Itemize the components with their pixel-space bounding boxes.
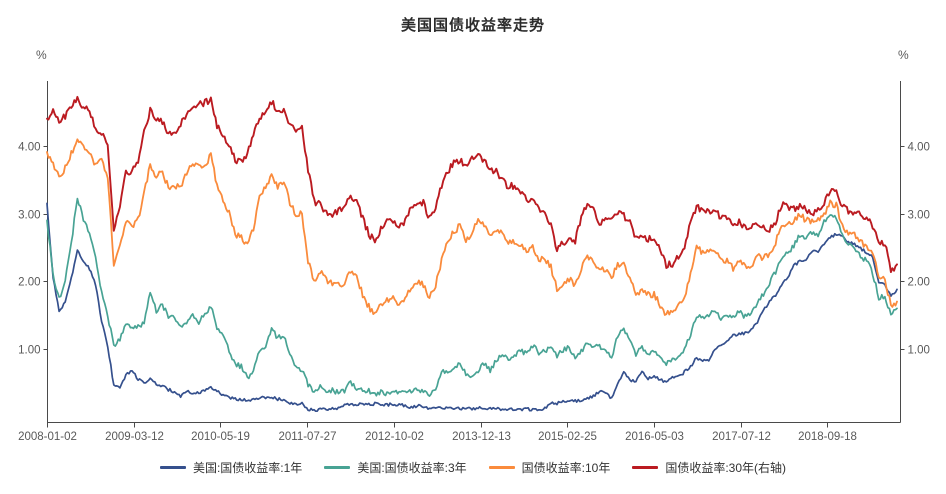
x-tick-label: 2009-03-12 (105, 431, 164, 443)
x-tick-label: 2013-12-13 (452, 431, 511, 443)
y-tick-label-left: 2.00 (18, 277, 40, 289)
y-tick-label-right: 1.00 (908, 345, 930, 357)
legend-item-4[interactable]: 国债收益率:30年(右轴) (632, 459, 786, 476)
x-tick-label: 2008-01-02 (18, 431, 77, 443)
legend-swatch-4 (632, 466, 659, 469)
right-axis-unit-label: % (898, 48, 909, 62)
series-line-2[interactable] (46, 197, 898, 397)
x-tick-label: 2016-05-03 (625, 431, 684, 443)
legend-label-3: 国债收益率:10年 (521, 461, 611, 475)
legend-swatch-2 (324, 466, 351, 469)
legend-item-1[interactable]: 美国:国债收益率:1年 (159, 459, 303, 476)
legend-label-4: 国债收益率:30年(右轴) (665, 461, 787, 475)
x-tick-label: 2018-09-18 (798, 431, 857, 443)
y-tick-label-left: 1.00 (18, 345, 40, 357)
x-tick-label: 2017-07-12 (712, 431, 771, 443)
x-tick-label: 2010-05-19 (191, 431, 250, 443)
y-tick-label-left: 4.00 (18, 142, 40, 154)
series-line-3[interactable] (46, 138, 898, 316)
legend-item-3[interactable]: 国债收益率:10年 (488, 459, 611, 476)
series-line-1[interactable] (46, 202, 898, 413)
legend-swatch-3 (488, 466, 515, 469)
legend-label-1: 美国:国债收益率:1年 (192, 461, 303, 475)
left-axis-unit-label: % (36, 48, 47, 62)
series-line-4[interactable] (46, 95, 898, 274)
y-tick-label-right: 3.00 (908, 210, 930, 222)
y-tick-label-left: 3.00 (18, 210, 40, 222)
y-tick-label-right: 4.00 (908, 142, 930, 154)
x-tick-label: 2011-07-27 (279, 431, 337, 443)
y-tick-label-right: 2.00 (908, 277, 930, 289)
legend-label-2: 美国:国债收益率:3年 (357, 461, 467, 475)
x-tick-label: 2015-02-25 (538, 431, 597, 443)
legend-item-2[interactable]: 美国:国债收益率:3年 (324, 459, 467, 476)
x-tick-label: 2012-10-02 (365, 431, 424, 443)
legend: 美国:国债收益率:1年 美国:国债收益率:3年 国债收益率:10年 国债收益率:30年… (0, 459, 946, 476)
legend-swatch-1 (159, 466, 186, 469)
chart-title: 美国国债收益率走势 (400, 17, 545, 34)
